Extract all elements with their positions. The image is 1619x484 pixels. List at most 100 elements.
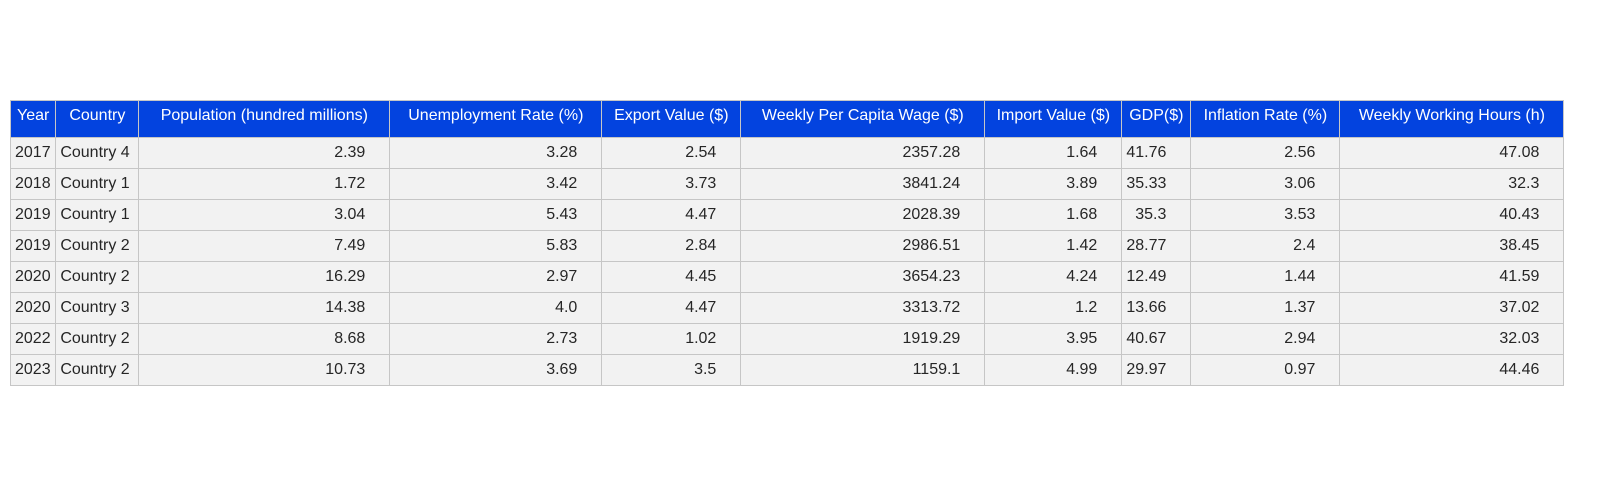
table-cell: 4.47 xyxy=(601,199,742,231)
table-header: Year Country Population (hundred million… xyxy=(9,100,1565,138)
table-cell: 3.5 xyxy=(601,354,742,386)
column-header: Population (hundred millions) xyxy=(138,100,391,138)
table-cell: 47.08 xyxy=(1339,137,1565,169)
data-table: Year Country Population (hundred million… xyxy=(9,100,1565,386)
table-cell: 40.67 xyxy=(1121,323,1192,355)
column-header: Weekly Per Capita Wage ($) xyxy=(740,100,986,138)
column-header: GDP($) xyxy=(1121,100,1192,138)
table-cell: 2022 xyxy=(9,323,57,355)
table-cell: 3.73 xyxy=(601,168,742,200)
table-cell: 2028.39 xyxy=(740,199,986,231)
column-header: Inflation Rate (%) xyxy=(1190,100,1341,138)
table-cell: 4.99 xyxy=(984,354,1123,386)
table-cell: 3.06 xyxy=(1190,168,1341,200)
header-row: Year Country Population (hundred million… xyxy=(9,100,1565,138)
table-cell: 1.2 xyxy=(984,292,1123,324)
table-cell: 37.02 xyxy=(1339,292,1565,324)
table-row: 2019 Country 2 7.49 5.83 2.84 2986.51 1.42 28.7… xyxy=(9,230,1565,262)
table-row: 2022 Country 2 8.68 2.73 1.02 1919.29 3.95 40.6… xyxy=(9,323,1565,355)
table-cell: 16.29 xyxy=(138,261,391,293)
table-row: 2019 Country 1 3.04 5.43 4.47 2028.39 1.68 35.3… xyxy=(9,199,1565,231)
table-cell: 2.94 xyxy=(1190,323,1341,355)
table-cell: 1.02 xyxy=(601,323,742,355)
table-cell: 2.39 xyxy=(138,137,391,169)
table-cell: Country 2 xyxy=(55,230,140,262)
table-cell: 4.45 xyxy=(601,261,742,293)
table-cell: 32.3 xyxy=(1339,168,1565,200)
table-cell: 2019 xyxy=(9,199,57,231)
table-cell: Country 3 xyxy=(55,292,140,324)
table-cell: 41.59 xyxy=(1339,261,1565,293)
table-cell: 35.3 xyxy=(1121,199,1192,231)
table-row: 2020 Country 2 16.29 2.97 4.45 3654.23 4.24 12.… xyxy=(9,261,1565,293)
table-cell: Country 1 xyxy=(55,168,140,200)
table-cell: 2.73 xyxy=(389,323,603,355)
table-cell: 2020 xyxy=(9,261,57,293)
table-cell: 1.44 xyxy=(1190,261,1341,293)
table-cell: Country 2 xyxy=(55,323,140,355)
table-cell: 2986.51 xyxy=(740,230,986,262)
table-cell: 44.46 xyxy=(1339,354,1565,386)
table-cell: 13.66 xyxy=(1121,292,1192,324)
column-header: Unemployment Rate (%) xyxy=(389,100,603,138)
table-cell: 7.49 xyxy=(138,230,391,262)
table-cell: 2.56 xyxy=(1190,137,1341,169)
table-cell: 4.47 xyxy=(601,292,742,324)
table-cell: 2020 xyxy=(9,292,57,324)
table-cell: 2018 xyxy=(9,168,57,200)
table-cell: 14.38 xyxy=(138,292,391,324)
table-cell: 35.33 xyxy=(1121,168,1192,200)
table-cell: Country 4 xyxy=(55,137,140,169)
table-cell: 1.68 xyxy=(984,199,1123,231)
table-cell: 3654.23 xyxy=(740,261,986,293)
table-cell: 2019 xyxy=(9,230,57,262)
table-cell: 4.24 xyxy=(984,261,1123,293)
table-cell: 3313.72 xyxy=(740,292,986,324)
table-cell: Country 2 xyxy=(55,261,140,293)
table-cell: 1919.29 xyxy=(740,323,986,355)
table-cell: 1.42 xyxy=(984,230,1123,262)
table-cell: 2017 xyxy=(9,137,57,169)
table-row: 2018 Country 1 1.72 3.42 3.73 3841.24 3.89 35.3… xyxy=(9,168,1565,200)
table-cell: 5.43 xyxy=(389,199,603,231)
table-cell: 1.64 xyxy=(984,137,1123,169)
table-row: 2023 Country 2 10.73 3.69 3.5 1159.1 4.99 29.97… xyxy=(9,354,1565,386)
table-cell: 3841.24 xyxy=(740,168,986,200)
table-cell: 3.42 xyxy=(389,168,603,200)
table-cell: 3.89 xyxy=(984,168,1123,200)
table-cell: 1.37 xyxy=(1190,292,1341,324)
column-header: Import Value ($) xyxy=(984,100,1123,138)
table-row: 2020 Country 3 14.38 4.0 4.47 3313.72 1.2 13.66… xyxy=(9,292,1565,324)
table-cell: 40.43 xyxy=(1339,199,1565,231)
table-cell: 8.68 xyxy=(138,323,391,355)
table-cell: 32.03 xyxy=(1339,323,1565,355)
table-cell: 41.76 xyxy=(1121,137,1192,169)
table-cell: Country 1 xyxy=(55,199,140,231)
table-cell: 3.95 xyxy=(984,323,1123,355)
table-cell: 2.54 xyxy=(601,137,742,169)
table-cell: 3.28 xyxy=(389,137,603,169)
table-cell: 28.77 xyxy=(1121,230,1192,262)
table-cell: 5.83 xyxy=(389,230,603,262)
table-cell: 2023 xyxy=(9,354,57,386)
table-cell: 2.97 xyxy=(389,261,603,293)
column-header: Year xyxy=(9,100,57,138)
table-cell: 3.04 xyxy=(138,199,391,231)
table-cell: 38.45 xyxy=(1339,230,1565,262)
table-row: 2017 Country 4 2.39 3.28 2.54 2357.28 1.64 41.7… xyxy=(9,137,1565,169)
table-cell: 10.73 xyxy=(138,354,391,386)
table-cell: 4.0 xyxy=(389,292,603,324)
column-header: Export Value ($) xyxy=(601,100,742,138)
table-cell: Country 2 xyxy=(55,354,140,386)
table-body: 2017 Country 4 2.39 3.28 2.54 2357.28 1.64 41.7… xyxy=(9,137,1565,386)
table-cell: 1.72 xyxy=(138,168,391,200)
table-cell: 3.53 xyxy=(1190,199,1341,231)
table-cell: 2.4 xyxy=(1190,230,1341,262)
table-cell: 0.97 xyxy=(1190,354,1341,386)
column-header: Country xyxy=(55,100,140,138)
table-cell: 12.49 xyxy=(1121,261,1192,293)
table-cell: 2.84 xyxy=(601,230,742,262)
table-cell: 1159.1 xyxy=(740,354,986,386)
table-cell: 29.97 xyxy=(1121,354,1192,386)
column-header: Weekly Working Hours (h) xyxy=(1339,100,1565,138)
